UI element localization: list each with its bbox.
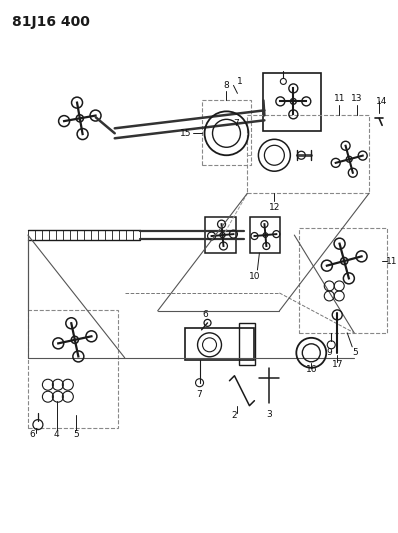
Bar <box>205 217 236 253</box>
Text: 7: 7 <box>234 119 239 128</box>
Text: 17: 17 <box>332 360 343 369</box>
Bar <box>248 115 369 193</box>
Bar <box>185 328 254 360</box>
Text: 15: 15 <box>180 129 191 138</box>
Bar <box>28 310 118 427</box>
Bar <box>240 323 256 365</box>
Text: 14: 14 <box>377 97 388 106</box>
Text: 4: 4 <box>54 430 60 439</box>
Text: 7: 7 <box>197 390 203 399</box>
Text: 81J16 400: 81J16 400 <box>12 14 90 29</box>
Text: 1: 1 <box>236 77 242 86</box>
Text: 13: 13 <box>351 94 363 103</box>
Text: 11: 11 <box>334 94 345 103</box>
Text: 10: 10 <box>249 272 260 281</box>
Text: 6: 6 <box>29 430 35 439</box>
Text: 12: 12 <box>269 203 280 212</box>
Text: 8: 8 <box>224 81 229 90</box>
Bar <box>250 217 280 253</box>
Text: 5: 5 <box>352 348 358 357</box>
Text: 6: 6 <box>203 310 209 319</box>
Bar <box>201 100 252 165</box>
Text: 16: 16 <box>306 365 317 374</box>
Text: 5: 5 <box>73 430 79 439</box>
Bar <box>299 228 387 333</box>
Text: 2: 2 <box>232 411 237 420</box>
Text: 11: 11 <box>386 256 398 265</box>
Text: 9: 9 <box>326 348 332 357</box>
Bar <box>263 74 321 131</box>
Text: 3: 3 <box>267 410 272 419</box>
